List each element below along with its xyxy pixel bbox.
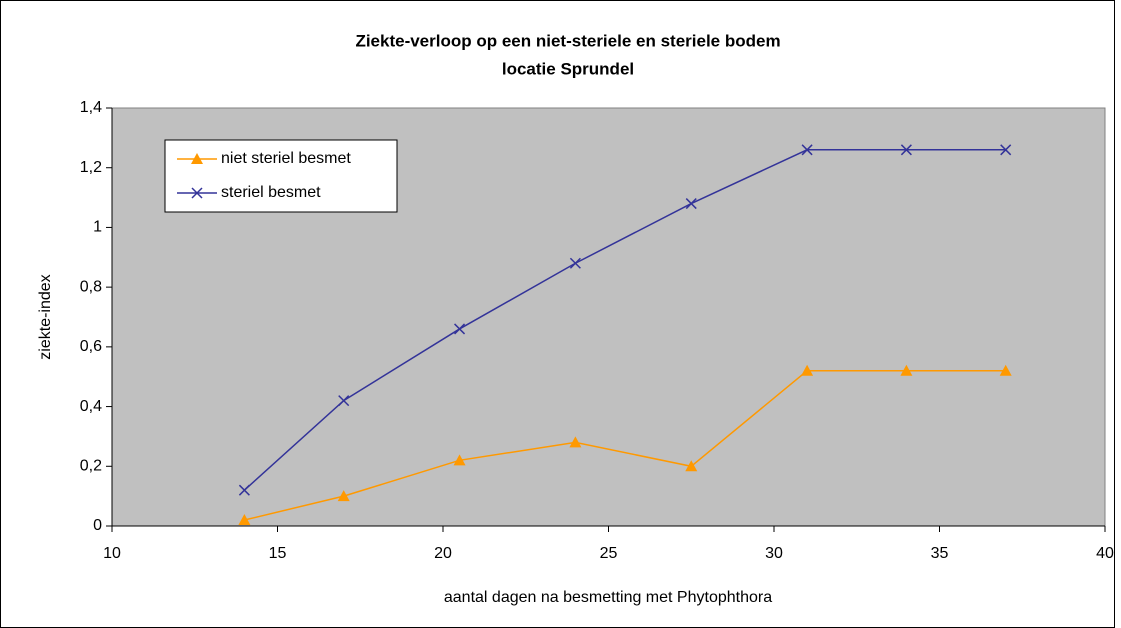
marker xyxy=(238,484,250,496)
marker xyxy=(238,514,251,526)
series-line xyxy=(244,369,1006,521)
x-tick-label: 40 xyxy=(1096,545,1114,562)
y-tick-label: 0 xyxy=(93,517,102,534)
marker xyxy=(454,323,466,335)
y-tick-label: 0,6 xyxy=(80,338,102,355)
y-tick-label: 1,2 xyxy=(80,159,102,176)
marker xyxy=(801,144,813,156)
y-tick-label: 0,2 xyxy=(80,458,102,475)
series-line xyxy=(243,149,1006,491)
marker xyxy=(900,144,912,156)
legend-marker xyxy=(191,153,203,164)
y-tick-label: 1,4 xyxy=(80,99,102,116)
marker xyxy=(685,460,698,472)
legend xyxy=(164,139,398,213)
marker xyxy=(569,257,581,269)
marker xyxy=(1000,144,1012,156)
legend-label: steriel besmet xyxy=(221,184,321,201)
marker xyxy=(569,436,582,448)
y-tick-label: 0,4 xyxy=(80,398,102,415)
x-tick-label: 25 xyxy=(600,545,618,562)
chart-subtitle: locatie Sprundel xyxy=(502,59,634,78)
y-axis-label: ziekte-index xyxy=(37,274,54,359)
x-tick-label: 15 xyxy=(269,545,287,562)
chart-title: Ziekte-verloop op een niet-steriele en s… xyxy=(355,31,780,50)
marker xyxy=(900,364,913,376)
x-tick-label: 10 xyxy=(103,545,121,562)
legend-label: niet steriel besmet xyxy=(221,150,351,167)
x-tick-label: 35 xyxy=(931,545,949,562)
x-tick-label: 20 xyxy=(434,545,452,562)
marker xyxy=(338,395,350,407)
x-axis-label: aantal dagen na besmetting met Phytophth… xyxy=(444,589,772,606)
marker xyxy=(337,490,350,502)
x-tick-label: 30 xyxy=(765,545,783,562)
marker xyxy=(685,198,697,210)
y-tick-label: 1 xyxy=(93,219,102,236)
marker xyxy=(453,454,466,466)
y-tick-label: 0,8 xyxy=(80,278,102,295)
marker xyxy=(999,364,1012,376)
legend-marker xyxy=(191,187,203,199)
marker xyxy=(801,364,814,376)
